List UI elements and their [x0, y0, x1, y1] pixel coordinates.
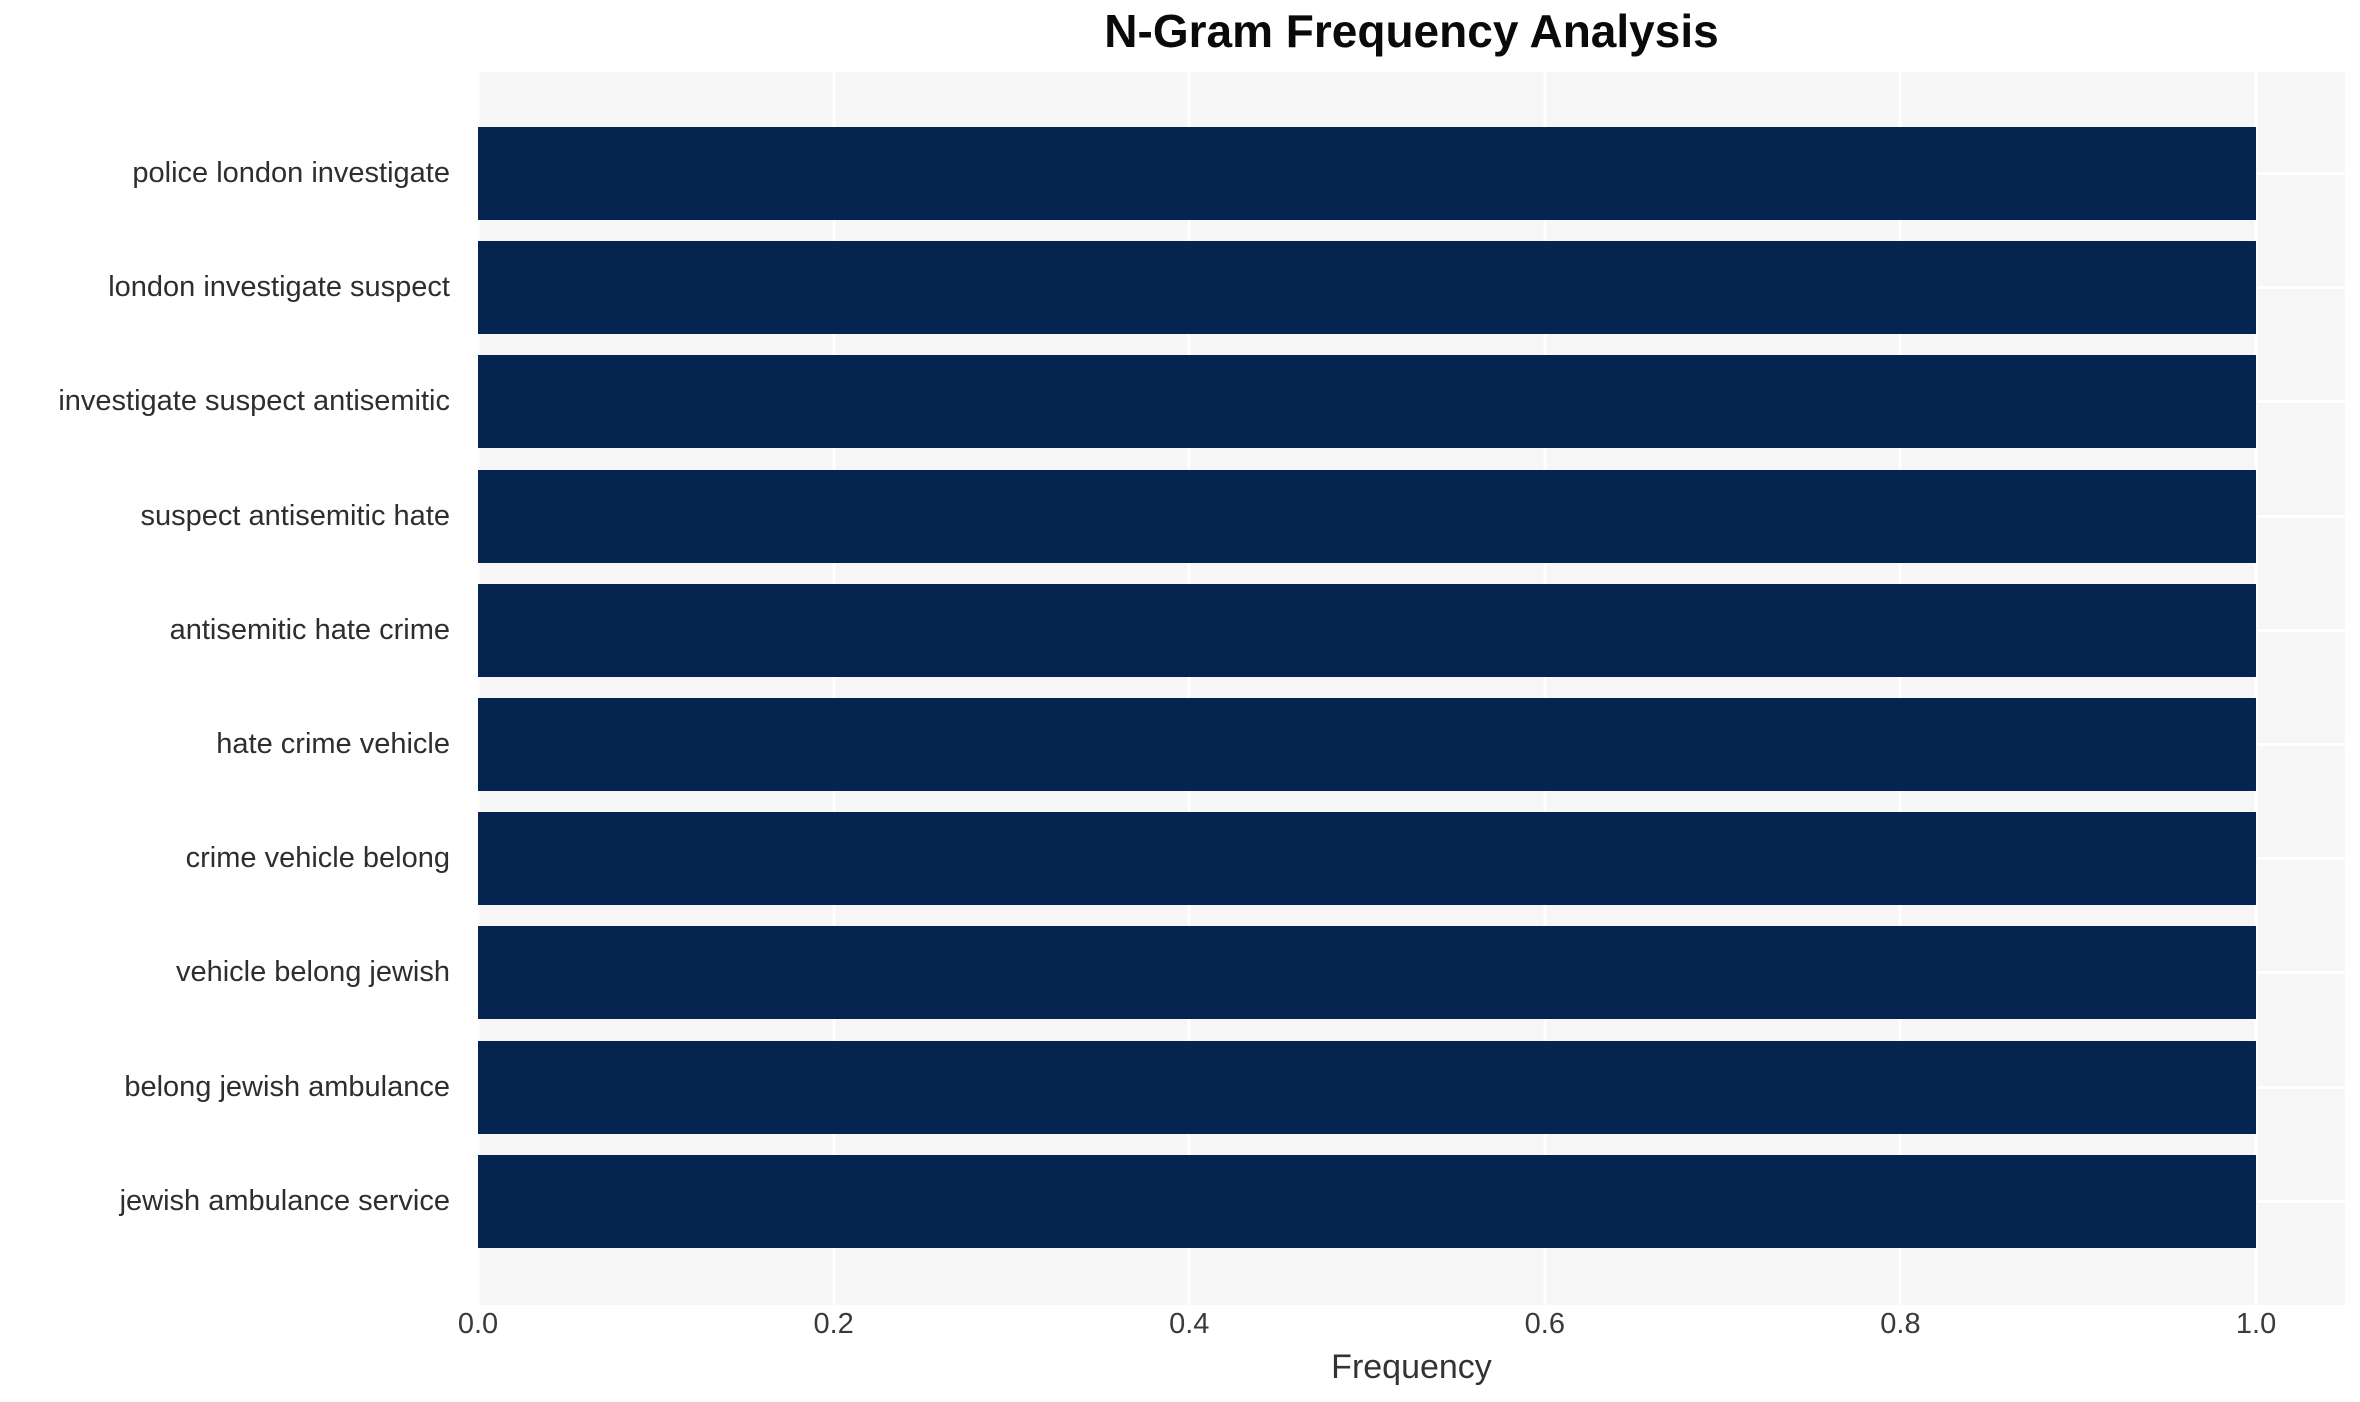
y-tick-label: vehicle belong jewish [175, 956, 450, 989]
gridline-vertical [832, 72, 836, 1305]
bar-0 [478, 127, 2257, 220]
y-axis-labels: police london investigate london investig… [0, 72, 464, 1305]
bar-4 [478, 583, 2257, 677]
x-axis-title: Frequency [1331, 1348, 1492, 1386]
bar-3 [478, 469, 2257, 563]
plot-area [476, 72, 2345, 1305]
y-tick-label: belong jewish ambulance [124, 1070, 450, 1103]
bar-1 [478, 241, 2257, 335]
gridline-vertical [1187, 72, 1191, 1305]
bar-9 [478, 1154, 2257, 1248]
y-tick-label: crime vehicle belong [185, 842, 450, 875]
chart-title: N-Gram Frequency Analysis [1104, 5, 1719, 57]
y-tick-label: london investigate suspect [108, 271, 450, 304]
y-tick-label: hate crime vehicle [216, 728, 450, 760]
x-tick-label: 0.2 [813, 1308, 854, 1340]
bar-2 [478, 355, 2257, 449]
y-tick-label: police london investigate [132, 157, 450, 189]
y-tick-label: antisemitic hate crime [169, 613, 450, 646]
x-tick-label: 0.0 [457, 1308, 499, 1340]
x-axis-ticks: 0.0 0.2 0.4 0.6 0.8 1.0 [458, 1308, 2345, 1344]
gridline-vertical [1898, 72, 1902, 1305]
bar-7 [478, 926, 2257, 1020]
y-tick-label: jewish ambulance service [119, 1184, 450, 1217]
x-tick-label: 0.4 [1169, 1308, 1210, 1340]
x-tick-label: 0.6 [1524, 1308, 1565, 1340]
gridline-vertical [476, 72, 480, 1305]
y-tick-label: suspect antisemitic hate [140, 499, 450, 532]
bar-5 [478, 698, 2257, 791]
bar-6 [478, 812, 2257, 906]
x-tick-label: 1.0 [2235, 1308, 2277, 1340]
bar-8 [478, 1040, 2257, 1134]
gridline-vertical [1543, 72, 1547, 1305]
y-tick-label: investigate suspect antisemitic [58, 385, 450, 418]
gridline-vertical [2254, 72, 2258, 1305]
x-tick-label: 0.8 [1880, 1308, 1921, 1340]
